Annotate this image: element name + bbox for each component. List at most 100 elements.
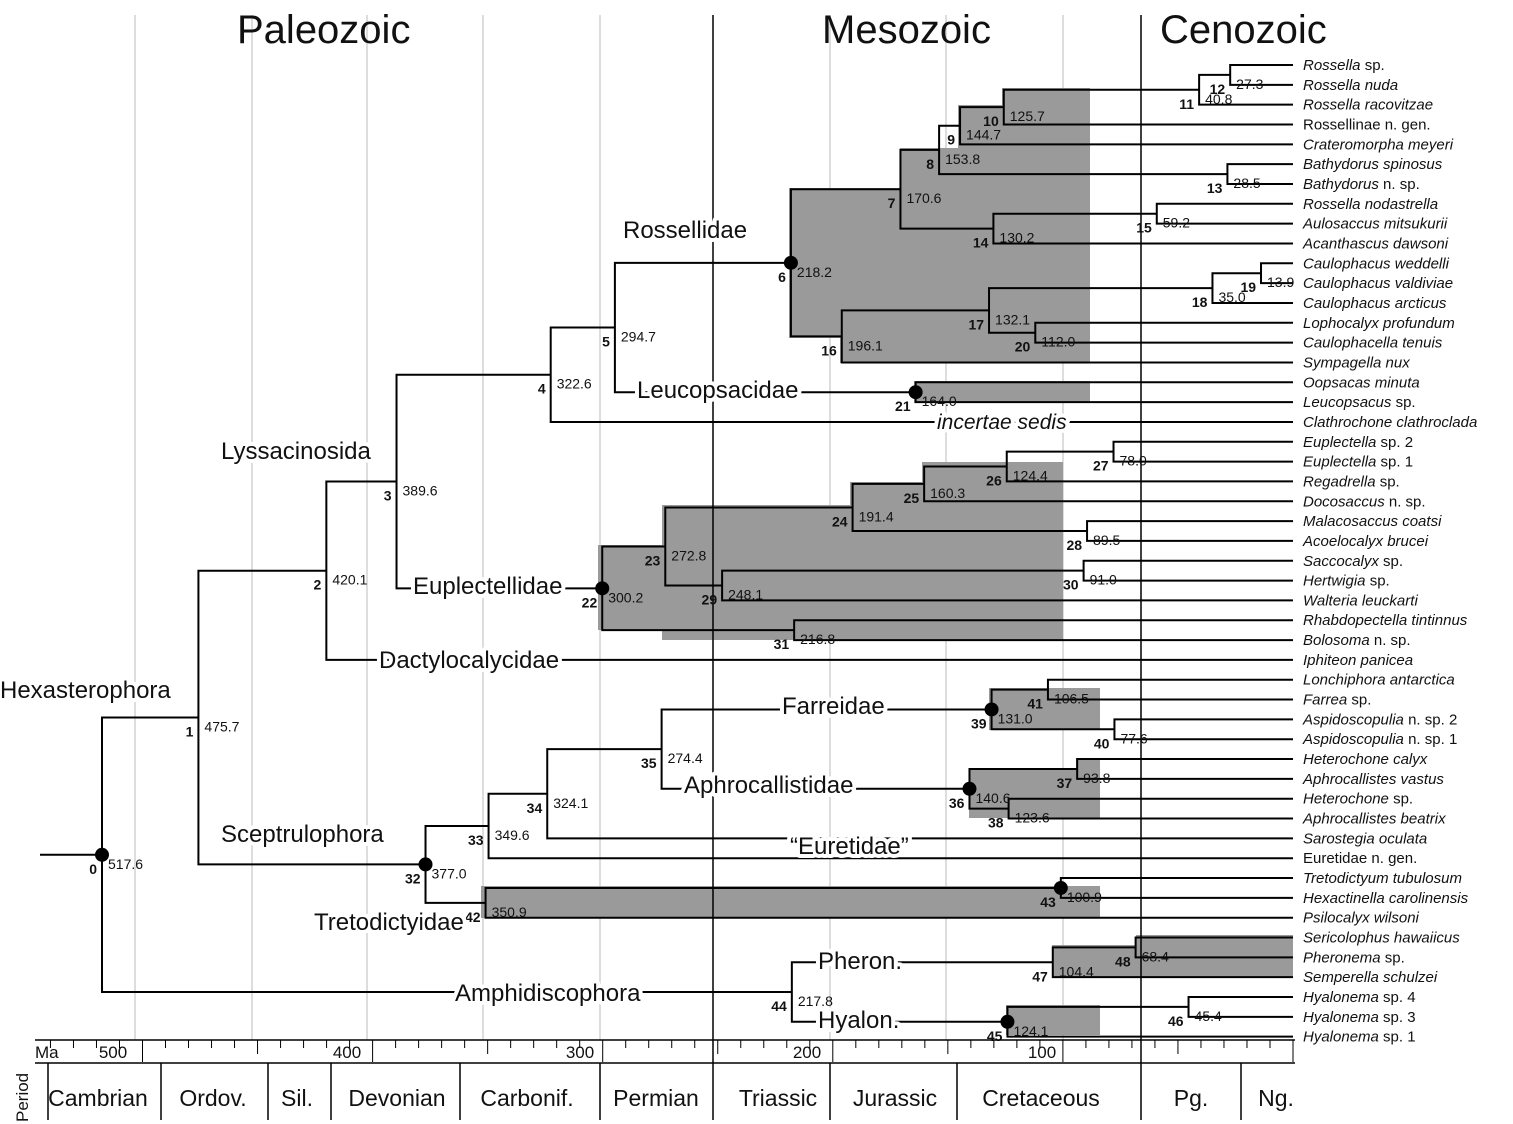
node-dot [95, 847, 110, 862]
taxon-label: Acanthascus dawsoni [1302, 235, 1449, 252]
taxon-label: Pheronema sp. [1303, 949, 1405, 966]
taxon-label: Hyalonema sp. 3 [1303, 1009, 1416, 1026]
node-id: 20 [1015, 339, 1031, 355]
node-id: 7 [888, 195, 896, 211]
branch [1007, 797, 1293, 820]
axis-tick-label: 400 [333, 1043, 361, 1062]
branch [1005, 450, 1293, 483]
node-id: 39 [971, 715, 987, 731]
node-id: 27 [1093, 458, 1109, 474]
node-id: 21 [895, 398, 911, 414]
node-dot [984, 702, 999, 717]
node-id: 8 [926, 156, 934, 172]
taxon-label: Caulophacus valdiviae [1303, 275, 1453, 292]
taxon-label: Aspidoscopulia n. sp. 2 [1302, 711, 1457, 728]
node-age: 217.8 [798, 993, 833, 1009]
node-age: 59.2 [1163, 215, 1190, 231]
node-id: 6 [778, 269, 786, 285]
node-id: 30 [1063, 577, 1079, 593]
node-id: 48 [1115, 953, 1131, 969]
node-id: 33 [468, 832, 484, 848]
clade-label: Aphrocallistidae [684, 772, 853, 799]
branch [395, 373, 603, 590]
clade-box [1076, 758, 1100, 778]
node-age: 93.8 [1083, 770, 1110, 786]
branch [1198, 73, 1293, 106]
taxon-label: Saccocalyx sp. [1303, 553, 1403, 570]
node-id: 11 [1179, 96, 1194, 112]
branch [992, 212, 1293, 245]
branch [721, 569, 1293, 602]
taxon-label: Regadrella sp. [1303, 473, 1400, 490]
node-id: 38 [988, 815, 1004, 831]
node-id: 17 [968, 316, 984, 332]
node-id: 28 [1066, 537, 1082, 553]
taxon-label: Sarostegia oculata [1303, 830, 1427, 847]
node-age: 324.1 [553, 795, 588, 811]
taxon-label: Hertwigia sp. [1303, 573, 1390, 590]
era-label: Paleozoic [237, 8, 410, 52]
node-id: 44 [771, 998, 787, 1014]
branch [1051, 946, 1293, 979]
node-id: 36 [949, 795, 965, 811]
taxon-label: Aspidoscopulia n. sp. 1 [1302, 731, 1457, 748]
node-age: 100.9 [1067, 889, 1102, 905]
taxon-label: Psilocalyx wilsoni [1303, 910, 1420, 927]
axis-tick-label: 100 [1028, 1043, 1056, 1062]
node-age: 322.6 [557, 376, 592, 392]
node-age: 170.6 [906, 190, 941, 206]
period-label: Sil. [281, 1085, 313, 1111]
taxon-label: Oopsacas minuta [1303, 374, 1420, 391]
clade-box [922, 462, 1063, 640]
node-id: 9 [947, 132, 955, 148]
period-label: Devonian [348, 1085, 445, 1111]
clade-label: Euplectellidae [413, 573, 562, 600]
taxon-label: Heterochone calyx [1303, 751, 1428, 768]
node-age: 475.7 [204, 719, 239, 735]
node-dot [908, 385, 923, 400]
node-id: 4 [538, 381, 546, 397]
node-age: 124.4 [1013, 468, 1048, 484]
taxon-label: Aphrocallistes vastus [1302, 771, 1444, 788]
clade-label: Hyalon. [818, 1007, 899, 1034]
clade-label: Lyssacinosida [221, 438, 372, 465]
node-age: 144.7 [966, 127, 1001, 143]
node-id: 32 [405, 870, 421, 886]
node-id: 35 [641, 755, 657, 771]
node-age: 517.6 [108, 856, 143, 872]
node-age: 40.8 [1205, 91, 1232, 107]
period-label: Cambrian [48, 1085, 148, 1111]
node-age: 389.6 [403, 483, 438, 499]
node-age: 349.6 [495, 827, 530, 843]
taxon-label: Crateromorpha meyeri [1303, 136, 1454, 153]
taxon-label: Walteria leuckarti [1303, 592, 1418, 609]
taxon-label: Heterochone sp. [1303, 791, 1413, 808]
node-age: 130.2 [999, 230, 1034, 246]
node-id: 25 [904, 490, 920, 506]
node-dot [595, 581, 610, 596]
taxon-label: Clathrochone clathroclada [1303, 414, 1477, 431]
node-age: 196.1 [848, 337, 883, 353]
node-id: 15 [1136, 220, 1152, 236]
era-label: Mesozoic [822, 8, 991, 52]
node-age: 112.0 [1041, 334, 1075, 350]
node-id: 18 [1192, 294, 1208, 310]
taxon-label: Rossella racovitzae [1303, 97, 1433, 114]
taxon-label: Hyalonema sp. 4 [1303, 989, 1416, 1006]
taxon-label: Semperella schulzei [1303, 969, 1438, 986]
clade-box [989, 688, 1100, 730]
node-id: 2 [314, 577, 322, 593]
node-age: 274.4 [668, 750, 703, 766]
node-age: 125.7 [1010, 108, 1045, 124]
clade-box [914, 381, 1090, 403]
branches: 0 517.61 475.72 420.13 389.64 322.65 294.76 218… [40, 64, 1294, 1044]
taxon-label: Iphiteon panicea [1303, 652, 1413, 669]
node-id: 41 [1027, 696, 1043, 712]
taxon-label: Caulophacus weddelli [1303, 255, 1450, 272]
node-age: 106.5 [1054, 691, 1089, 707]
period-label: Pg. [1174, 1085, 1209, 1111]
taxon-label: Sympagella nux [1303, 354, 1410, 371]
node-age: 123.6 [1015, 810, 1050, 826]
clade-box [481, 886, 1100, 918]
